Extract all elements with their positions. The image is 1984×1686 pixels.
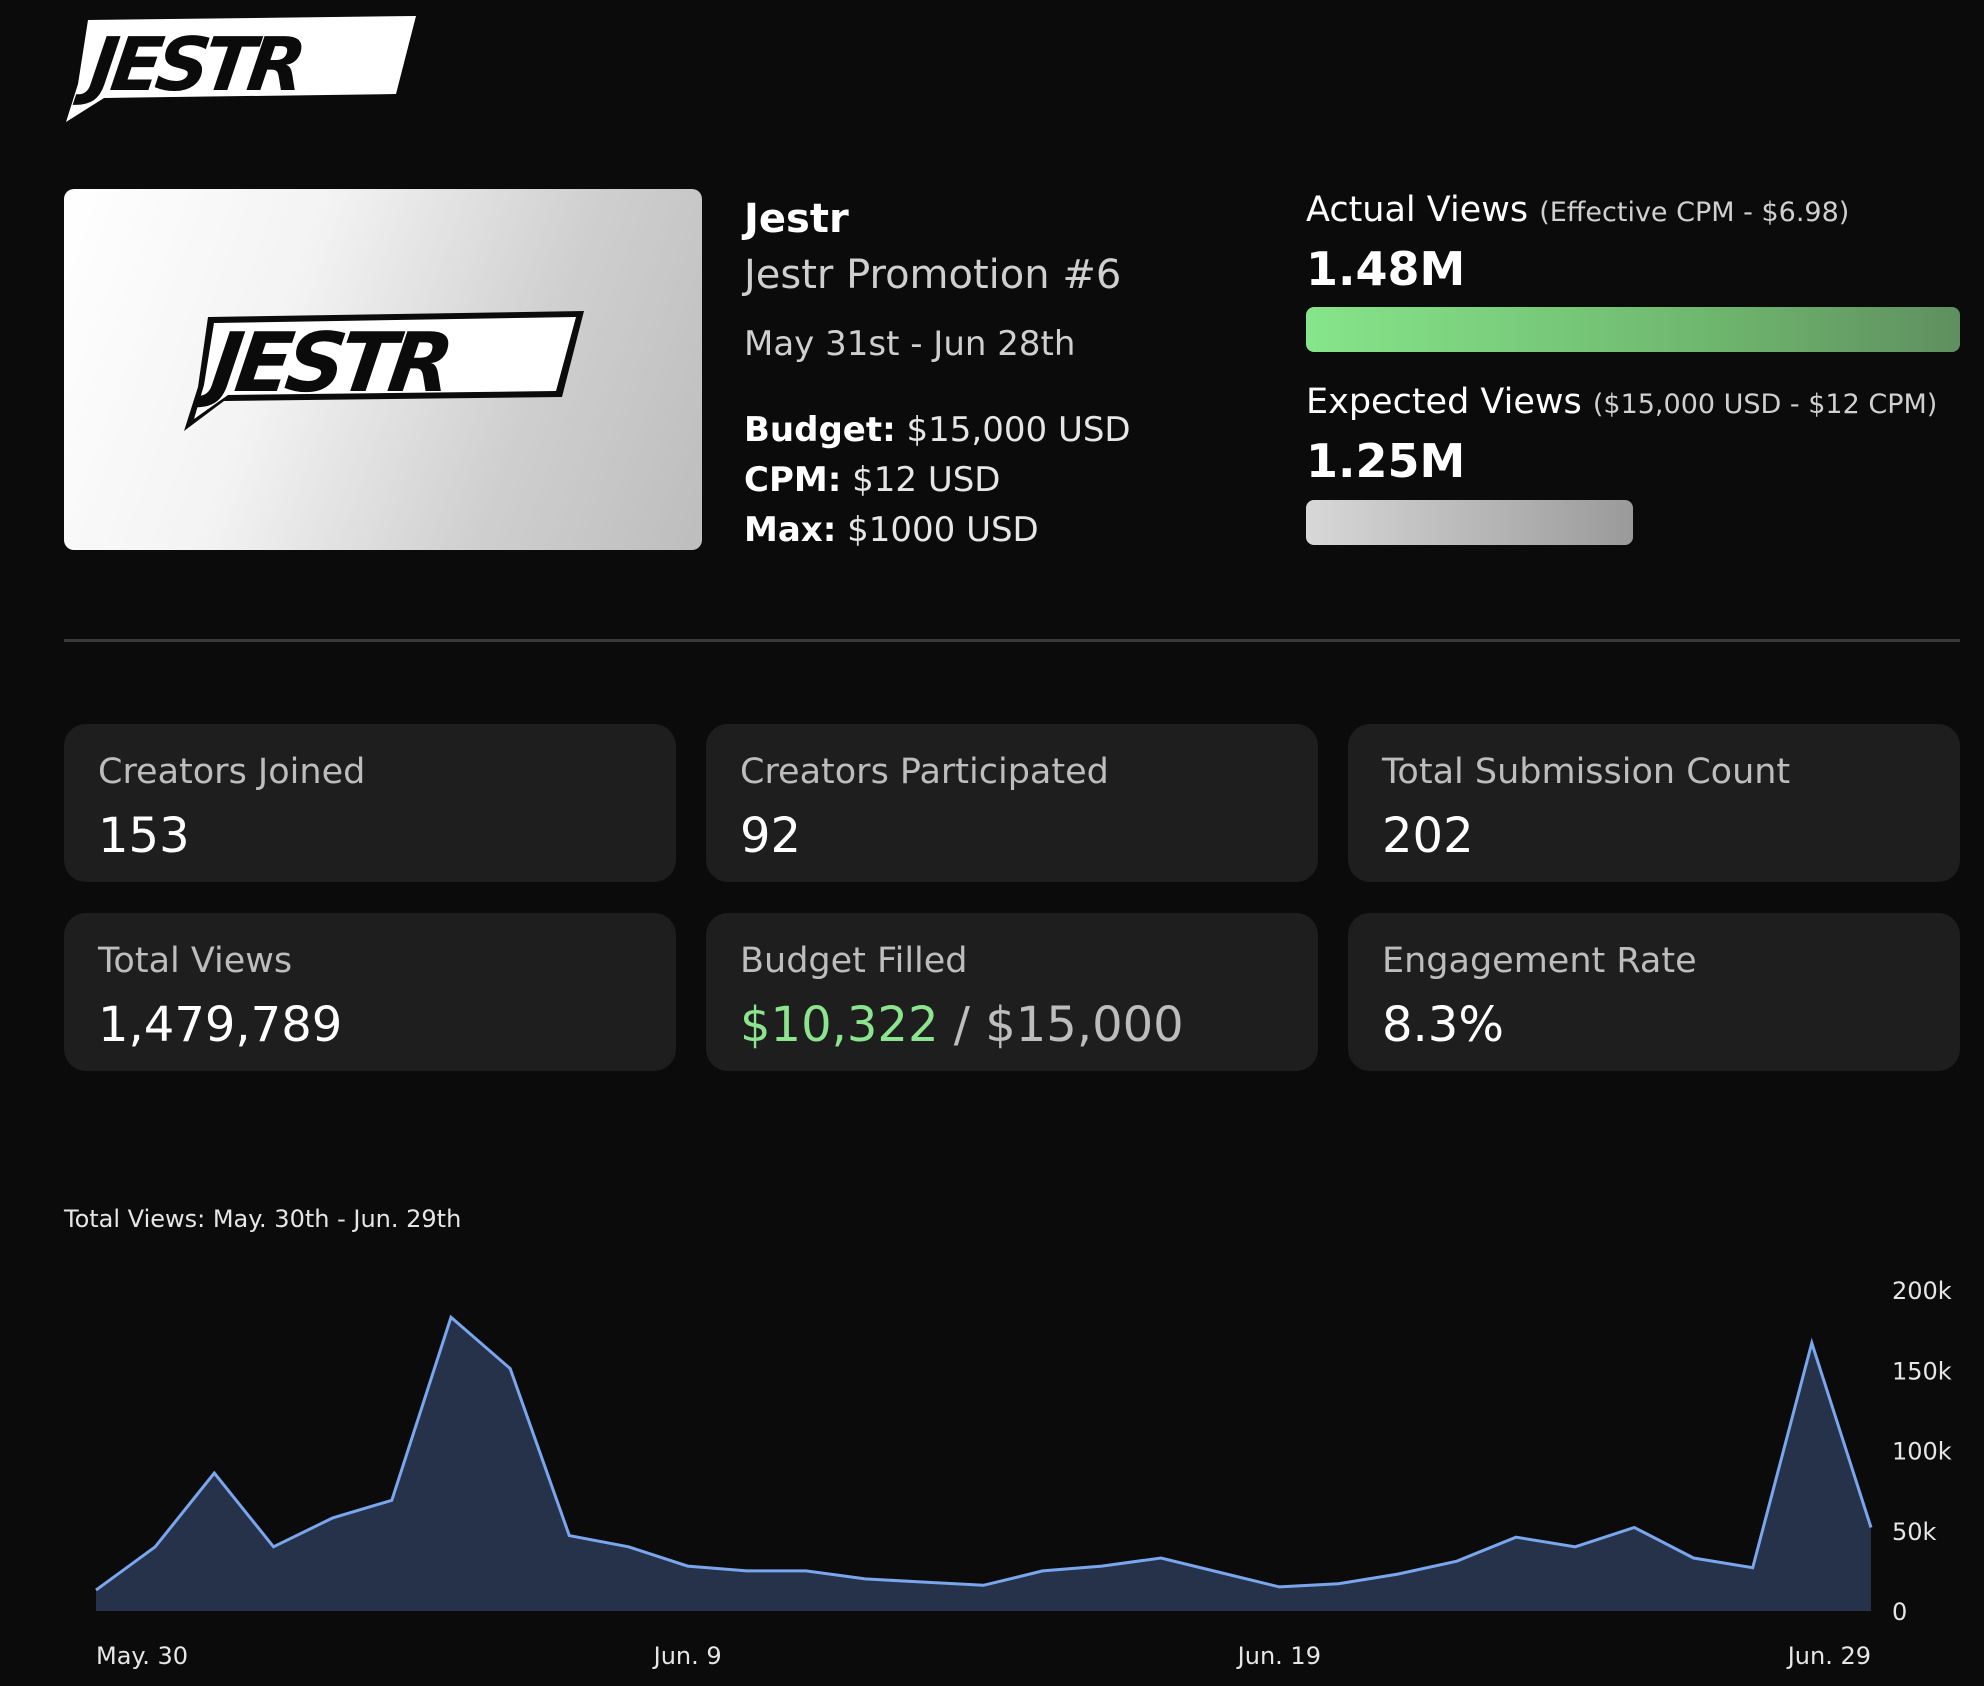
data-point[interactable] — [1806, 1337, 1818, 1349]
campaign-thumbnail: JESTR — [64, 189, 702, 550]
budget-label: Budget: — [744, 410, 896, 450]
max-value: $1000 USD — [847, 510, 1039, 550]
creators-participated-value: 92 — [740, 808, 802, 864]
total-views-chart[interactable]: 0 50k 100k 150k 200k May. 30 Jun. 9 Jun. 19 Jun… — [0, 1180, 1984, 1686]
engagement-rate-card: Engagement Rate 8.3% — [1348, 913, 1960, 1071]
data-point[interactable] — [90, 1584, 102, 1596]
data-point[interactable] — [1628, 1522, 1640, 1534]
max-line: Max: $1000 USD — [744, 510, 1039, 550]
data-point[interactable] — [1747, 1562, 1759, 1574]
y-tick-label: 150k — [1892, 1357, 1952, 1385]
cpm-label: CPM: — [744, 460, 842, 500]
expected-views-label: Expected Views — [1306, 382, 1582, 422]
engagement-rate-value: 8.3% — [1382, 997, 1504, 1053]
expected-views-subtitle: ($15,000 USD - $12 CPM) — [1592, 389, 1938, 420]
submission-count-value: 202 — [1382, 808, 1474, 864]
cpm-line: CPM: $12 USD — [744, 460, 1000, 500]
creators-participated-label: Creators Participated — [740, 752, 1109, 792]
total-views-label: Total Views — [98, 941, 293, 981]
data-point[interactable] — [268, 1541, 280, 1553]
x-tick-label: Jun. 19 — [1236, 1642, 1321, 1670]
data-point[interactable] — [208, 1467, 220, 1479]
y-tick-label: 100k — [1892, 1438, 1952, 1466]
x-tick-label: May. 30 — [96, 1642, 188, 1670]
data-point[interactable] — [859, 1573, 871, 1585]
data-point[interactable] — [682, 1560, 694, 1572]
y-tick-label: 50k — [1892, 1518, 1937, 1546]
budget-filled-amount: $10,322 — [740, 997, 939, 1053]
data-point[interactable] — [741, 1565, 753, 1577]
series-line — [95, 1314, 1873, 1592]
creators-joined-label: Creators Joined — [98, 752, 366, 792]
data-point[interactable] — [1214, 1567, 1226, 1579]
jestr-logo[interactable]: JESTR — [64, 12, 420, 122]
actual-views-bar — [1306, 307, 1960, 352]
data-point[interactable] — [1333, 1578, 1345, 1590]
data-point[interactable] — [1037, 1565, 1049, 1577]
engagement-rate-label: Engagement Rate — [1382, 941, 1697, 981]
data-point[interactable] — [918, 1576, 930, 1588]
data-point[interactable] — [1096, 1560, 1108, 1572]
cpm-value: $12 USD — [852, 460, 1001, 500]
data-point[interactable] — [1451, 1555, 1463, 1567]
date-range: May 31st - Jun 28th — [744, 324, 1076, 364]
data-point[interactable] — [327, 1512, 339, 1524]
creators-joined-value: 153 — [98, 808, 190, 864]
expected-views-value: 1.25M — [1306, 434, 1466, 488]
max-label: Max: — [744, 510, 837, 550]
data-point[interactable] — [1688, 1552, 1700, 1564]
chart-title: Total Views: May. 30th - Jun. 29th — [64, 1205, 462, 1233]
y-tick-label: 0 — [1892, 1598, 1907, 1626]
submission-count-label: Total Submission Count — [1382, 752, 1791, 792]
promotion-name: Jestr Promotion #6 — [744, 252, 1122, 298]
logo-text: JESTR — [72, 21, 306, 108]
expected-views-bar — [1306, 500, 1633, 545]
total-views-value: 1,479,789 — [98, 997, 343, 1053]
data-point[interactable] — [386, 1494, 398, 1506]
thumbnail-logo-text: JESTR — [191, 316, 453, 411]
creators-joined-card: Creators Joined 153 — [64, 724, 676, 882]
budget-value: $15,000 USD — [906, 410, 1131, 450]
data-point[interactable] — [1392, 1568, 1404, 1580]
expected-views-title: Expected Views ($15,000 USD - $12 CPM) — [1306, 382, 1937, 422]
budget-filled-label: Budget Filled — [740, 941, 968, 981]
data-point[interactable] — [445, 1311, 457, 1323]
data-point[interactable] — [1510, 1531, 1522, 1543]
budget-filled-separator: / — [953, 997, 970, 1053]
data-point[interactable] — [1569, 1541, 1581, 1553]
x-tick-label: Jun. 9 — [652, 1642, 722, 1670]
data-point[interactable] — [623, 1541, 635, 1553]
brand-name: Jestr — [744, 196, 849, 242]
budget-filled-value-row: $10,322 / $15,000 — [740, 997, 1184, 1053]
creators-participated-card: Creators Participated 92 — [706, 724, 1318, 882]
data-point[interactable] — [1273, 1581, 1285, 1593]
data-point[interactable] — [800, 1565, 812, 1577]
total-views-card: Total Views 1,479,789 — [64, 913, 676, 1071]
actual-views-subtitle: (Effective CPM - $6.98) — [1539, 197, 1850, 228]
budget-line: Budget: $15,000 USD — [744, 410, 1131, 450]
data-point[interactable] — [563, 1530, 575, 1542]
actual-views-label: Actual Views — [1306, 190, 1529, 230]
budget-filled-card: Budget Filled $10,322 / $15,000 — [706, 913, 1318, 1071]
x-tick-label: Jun. 29 — [1786, 1642, 1871, 1670]
data-point[interactable] — [1865, 1522, 1877, 1534]
submission-count-card: Total Submission Count 202 — [1348, 724, 1960, 882]
data-point[interactable] — [149, 1541, 161, 1553]
data-point[interactable] — [504, 1363, 516, 1375]
section-divider — [64, 639, 1960, 642]
actual-views-title: Actual Views (Effective CPM - $6.98) — [1306, 190, 1849, 230]
series-area — [96, 1317, 1871, 1611]
data-point[interactable] — [978, 1579, 990, 1591]
data-point[interactable] — [1155, 1552, 1167, 1564]
actual-views-value: 1.48M — [1306, 242, 1466, 296]
budget-filled-total: $15,000 — [985, 997, 1184, 1053]
y-tick-label: 200k — [1892, 1277, 1952, 1305]
